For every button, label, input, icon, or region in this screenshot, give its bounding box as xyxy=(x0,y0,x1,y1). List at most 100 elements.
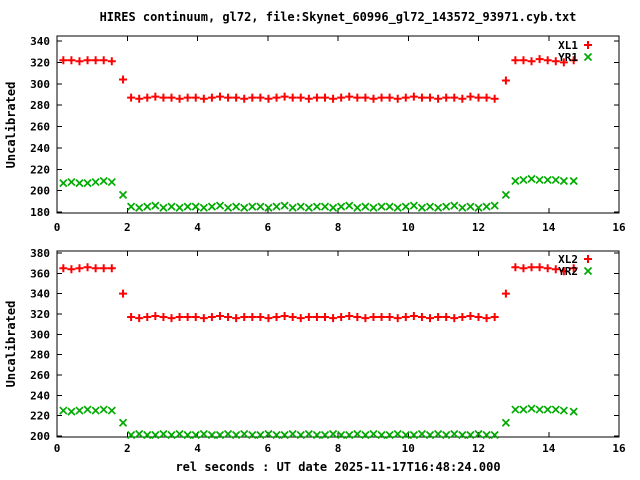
cross-marker xyxy=(296,202,305,211)
plus-marker xyxy=(535,263,544,272)
plus-marker xyxy=(393,94,402,103)
plus-marker xyxy=(151,92,160,101)
cross-marker xyxy=(519,175,528,185)
x-tick-label: 4 xyxy=(194,221,201,234)
plus-marker xyxy=(369,94,378,103)
cross-marker xyxy=(401,202,410,211)
plus-marker xyxy=(288,313,297,322)
cross-marker xyxy=(99,405,108,414)
series-XL2 xyxy=(59,263,578,323)
cross-marker xyxy=(91,406,100,415)
cross-marker xyxy=(151,430,160,440)
cross-marker xyxy=(442,430,451,440)
cross-marker xyxy=(151,201,160,210)
x-tick-label: 2 xyxy=(124,442,131,455)
y-tick-label: 320 xyxy=(30,56,50,69)
plus-marker xyxy=(296,93,305,102)
plus-marker xyxy=(191,93,200,102)
cross-marker xyxy=(353,429,362,439)
series-YR1 xyxy=(59,174,578,212)
plus-marker xyxy=(232,93,241,102)
cross-marker xyxy=(143,430,152,440)
legend-entry-YR1: YR1 xyxy=(558,51,593,64)
plus-marker xyxy=(191,313,200,322)
cross-marker xyxy=(377,202,386,211)
cross-marker xyxy=(393,203,402,212)
plus-marker xyxy=(256,93,265,102)
cross-marker xyxy=(240,203,249,212)
plus-marker xyxy=(345,92,354,101)
cross-marker xyxy=(559,176,568,186)
legend-entry-XL2: XL2 xyxy=(558,253,592,266)
y-tick-label: 240 xyxy=(30,389,50,402)
cross-marker xyxy=(345,430,354,440)
x-tick-label: 6 xyxy=(264,221,271,234)
cross-marker xyxy=(175,203,184,212)
cross-marker xyxy=(75,179,84,188)
plus-marker xyxy=(240,313,249,322)
plus-marker xyxy=(159,93,168,102)
cross-marker xyxy=(207,202,217,211)
cross-marker xyxy=(337,430,346,440)
y-tick-label: 260 xyxy=(30,121,50,134)
cross-marker xyxy=(369,203,378,212)
plus-marker xyxy=(280,312,289,321)
plus-marker xyxy=(329,94,338,103)
plus-marker xyxy=(543,264,552,273)
plus-marker xyxy=(519,264,528,273)
cross-marker xyxy=(543,405,552,414)
cross-marker xyxy=(143,202,152,211)
cross-marker xyxy=(207,430,217,440)
cross-marker xyxy=(417,203,427,212)
y-tick-label: 220 xyxy=(30,410,50,423)
plus-marker xyxy=(272,313,281,322)
plus-marker xyxy=(107,264,116,273)
plus-marker xyxy=(527,57,536,66)
plus-marker xyxy=(312,313,321,322)
cross-marker xyxy=(118,190,128,200)
plus-marker xyxy=(361,314,370,323)
plus-marker xyxy=(83,263,92,272)
plus-marker xyxy=(75,57,84,66)
legend-plus-marker xyxy=(584,41,592,49)
cross-marker xyxy=(337,202,346,211)
cross-marker xyxy=(474,203,483,212)
cross-marker xyxy=(482,430,491,440)
cross-marker xyxy=(320,430,330,440)
cross-marker xyxy=(385,202,394,211)
cross-marker xyxy=(328,203,338,212)
plus-marker xyxy=(442,313,451,322)
cross-marker xyxy=(409,201,418,210)
plus-marker xyxy=(474,313,483,322)
y-tick-label: 340 xyxy=(30,35,50,48)
plus-marker xyxy=(175,94,184,103)
plus-marker xyxy=(393,314,402,323)
plus-marker xyxy=(450,93,459,102)
cross-marker xyxy=(67,407,76,416)
plus-marker xyxy=(296,314,305,323)
cross-marker xyxy=(183,430,192,440)
plus-marker xyxy=(511,263,520,272)
cross-marker xyxy=(83,405,92,414)
plus-marker xyxy=(240,94,249,103)
cross-marker xyxy=(369,429,378,439)
cross-marker xyxy=(425,430,435,440)
plus-marker xyxy=(215,312,224,321)
cross-marker xyxy=(474,429,483,439)
cross-marker xyxy=(304,429,313,439)
x-tick-label: 10 xyxy=(402,442,415,455)
cross-marker xyxy=(501,190,510,200)
cross-marker xyxy=(511,176,520,186)
legend-cross-marker xyxy=(583,266,593,276)
plus-marker xyxy=(337,93,346,102)
plus-marker xyxy=(551,265,560,274)
plus-marker xyxy=(466,312,475,321)
cross-marker xyxy=(288,429,297,439)
cross-marker xyxy=(296,430,305,440)
y-tick-label: 200 xyxy=(30,185,50,198)
plus-marker xyxy=(385,313,394,322)
x-tick-label: 6 xyxy=(264,442,271,455)
cross-marker xyxy=(501,418,510,427)
cross-marker xyxy=(482,202,491,211)
